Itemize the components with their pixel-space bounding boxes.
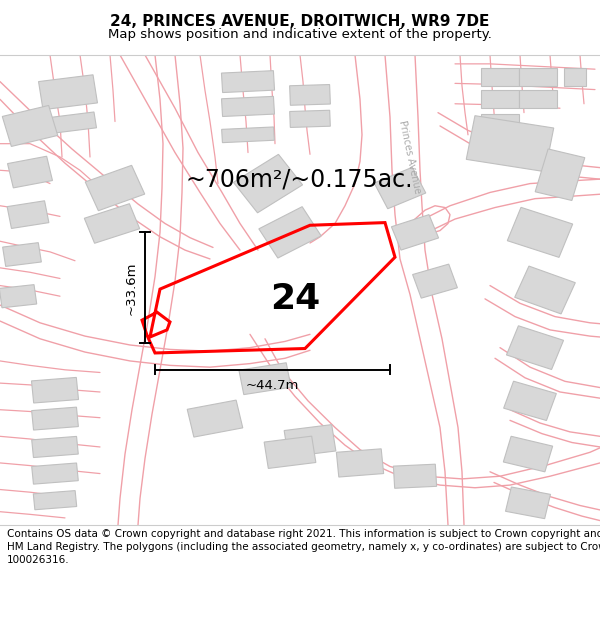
Polygon shape bbox=[264, 436, 316, 468]
Polygon shape bbox=[221, 96, 274, 116]
Polygon shape bbox=[481, 91, 519, 108]
Polygon shape bbox=[519, 91, 557, 108]
Text: 24: 24 bbox=[270, 282, 320, 316]
Polygon shape bbox=[33, 491, 77, 510]
Text: Contains OS data © Crown copyright and database right 2021. This information is : Contains OS data © Crown copyright and d… bbox=[7, 529, 600, 566]
Text: ~44.7m: ~44.7m bbox=[246, 379, 299, 392]
Polygon shape bbox=[284, 424, 336, 457]
Polygon shape bbox=[233, 154, 302, 213]
Polygon shape bbox=[508, 208, 572, 258]
Polygon shape bbox=[564, 68, 586, 86]
Polygon shape bbox=[506, 326, 563, 369]
Polygon shape bbox=[394, 464, 437, 488]
Polygon shape bbox=[221, 71, 275, 92]
Text: ~33.6m: ~33.6m bbox=[125, 261, 138, 314]
Polygon shape bbox=[187, 400, 243, 437]
Polygon shape bbox=[519, 68, 557, 86]
Polygon shape bbox=[259, 207, 321, 258]
Polygon shape bbox=[31, 378, 79, 403]
Polygon shape bbox=[85, 166, 145, 211]
Polygon shape bbox=[481, 68, 519, 86]
Text: 24, PRINCES AVENUE, DROITWICH, WR9 7DE: 24, PRINCES AVENUE, DROITWICH, WR9 7DE bbox=[110, 14, 490, 29]
Polygon shape bbox=[38, 75, 97, 110]
Polygon shape bbox=[481, 114, 519, 129]
Polygon shape bbox=[503, 381, 556, 421]
Polygon shape bbox=[374, 168, 426, 209]
Polygon shape bbox=[85, 204, 140, 243]
Polygon shape bbox=[239, 362, 291, 394]
Polygon shape bbox=[391, 214, 439, 250]
Polygon shape bbox=[535, 149, 585, 201]
Polygon shape bbox=[2, 242, 41, 266]
Polygon shape bbox=[466, 116, 554, 172]
Polygon shape bbox=[413, 264, 457, 298]
Polygon shape bbox=[503, 436, 553, 472]
Polygon shape bbox=[337, 449, 383, 477]
Polygon shape bbox=[506, 487, 550, 519]
Polygon shape bbox=[0, 284, 37, 308]
Polygon shape bbox=[7, 201, 49, 229]
Text: Princes Avenue: Princes Avenue bbox=[397, 119, 422, 194]
Polygon shape bbox=[32, 463, 78, 484]
Text: Map shows position and indicative extent of the property.: Map shows position and indicative extent… bbox=[108, 28, 492, 41]
Polygon shape bbox=[290, 110, 331, 128]
Polygon shape bbox=[8, 156, 52, 188]
Polygon shape bbox=[290, 84, 331, 105]
Polygon shape bbox=[32, 436, 78, 457]
Polygon shape bbox=[2, 106, 58, 146]
Polygon shape bbox=[32, 407, 79, 430]
Polygon shape bbox=[221, 127, 274, 142]
Text: ~706m²/~0.175ac.: ~706m²/~0.175ac. bbox=[185, 167, 413, 191]
Polygon shape bbox=[515, 266, 575, 314]
Polygon shape bbox=[40, 112, 97, 134]
